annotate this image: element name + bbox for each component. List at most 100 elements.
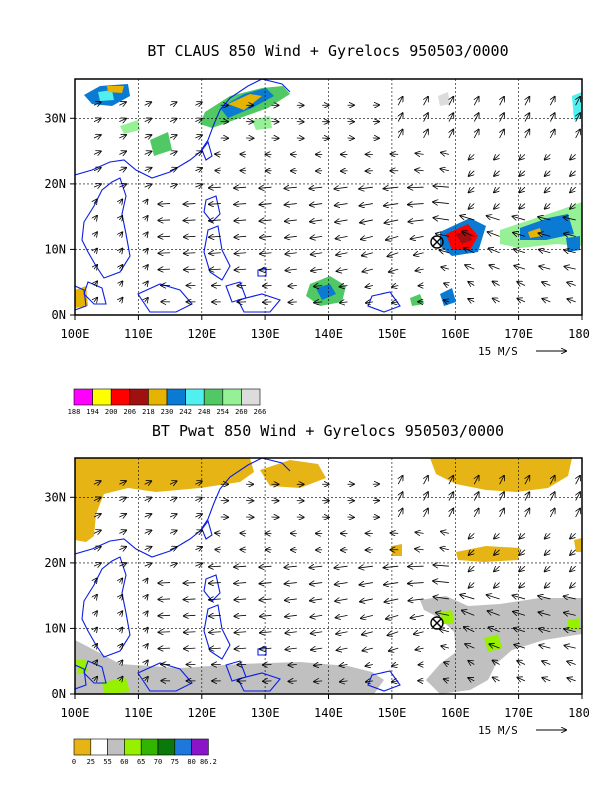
wind-arrow <box>564 629 576 632</box>
wind-arrow <box>314 681 323 682</box>
wind-arrow <box>93 118 101 121</box>
wind-arrow <box>493 660 500 664</box>
wind-arrow <box>360 220 373 223</box>
wind-arrow <box>414 632 424 634</box>
panel-2-shading <box>75 458 582 694</box>
wind-arrow <box>260 236 272 237</box>
wind-arrow <box>119 151 126 154</box>
wind-arrow <box>119 514 126 517</box>
colorbar-swatch <box>73 738 92 756</box>
panel-2-grid <box>75 458 582 694</box>
wind-arrow <box>493 281 500 285</box>
wind-arrow <box>384 204 399 206</box>
wind-arrow <box>259 187 272 188</box>
wind-arrow <box>474 509 478 518</box>
wind-arrow <box>285 599 297 600</box>
wind-arrow <box>408 583 424 584</box>
wind-arrow <box>462 610 475 616</box>
panel-2-ytick: 20N <box>44 556 66 570</box>
wind-arrow <box>234 583 247 584</box>
wind-arrow <box>93 151 101 154</box>
panel-2-wind-vectors <box>94 476 580 682</box>
wind-arrow <box>411 615 424 618</box>
wind-arrow <box>487 595 500 600</box>
wind-arrow <box>159 253 171 254</box>
wind-arrow <box>519 550 526 555</box>
wind-arrow <box>169 547 177 550</box>
wind-arrow <box>311 253 323 255</box>
wind-arrow <box>514 249 526 253</box>
wind-arrow <box>119 611 122 615</box>
wind-arrow <box>567 661 576 664</box>
wind-arrow <box>398 97 402 106</box>
wind-arrow <box>144 135 152 138</box>
wind-arrow <box>144 498 152 501</box>
colorbar-label: 0 <box>72 758 76 766</box>
wind-arrow <box>314 302 323 303</box>
wind-arrow <box>119 644 122 648</box>
wind-arrow <box>144 184 152 187</box>
wind-arrow <box>576 113 580 122</box>
wind-arrow <box>209 253 221 254</box>
wind-arrow <box>389 269 399 272</box>
wind-arrow <box>408 599 424 601</box>
wind-arrow <box>362 253 373 256</box>
wind-arrow <box>519 533 526 538</box>
wind-arrow <box>288 286 297 287</box>
wind-arrow <box>570 154 576 159</box>
wind-arrow <box>184 204 196 205</box>
panel-2-x-tick-labels: 100E 110E 120E 130E 140E 150E 160E 170E … <box>61 706 590 720</box>
wind-arrow <box>539 233 551 236</box>
wind-arrow <box>234 236 247 237</box>
wind-arrow <box>209 566 221 567</box>
wind-arrow <box>285 583 297 584</box>
wind-arrow <box>335 599 348 601</box>
wind-arrow <box>441 531 450 533</box>
wind-arrow <box>576 492 580 501</box>
wind-arrow <box>398 130 402 139</box>
panel-2-ytick: 30N <box>44 490 66 504</box>
wind-arrow <box>234 566 247 567</box>
wind-arrow <box>545 550 551 555</box>
wind-arrow <box>385 220 399 223</box>
wind-arrow <box>310 583 323 585</box>
wind-arrow <box>576 476 580 485</box>
wind-arrow <box>93 514 101 517</box>
colorbar-swatch <box>166 388 186 406</box>
wind-arrow <box>487 216 500 221</box>
wind-arrow <box>284 566 297 567</box>
wind-arrow <box>567 678 576 681</box>
wind-arrow <box>570 566 576 571</box>
wind-arrow <box>441 267 450 269</box>
wind-arrow <box>311 632 323 634</box>
wind-arrow <box>93 481 101 484</box>
wind-arrow <box>209 187 221 188</box>
panel-2-ytick: 0N <box>52 687 66 701</box>
wind-arrow <box>310 599 323 601</box>
wind-arrow <box>169 119 176 122</box>
wind-arrow <box>158 204 171 205</box>
wind-arrow <box>144 547 152 550</box>
wind-arrow <box>285 204 297 205</box>
wind-arrow <box>359 566 373 568</box>
panel-2-y-tick-labels: 0N 10N 20N 30N <box>44 490 66 701</box>
wind-arrow <box>488 232 500 237</box>
panel-1-y-tick-labels: 0N 10N 20N 30N <box>44 111 66 322</box>
wind-arrow <box>538 217 551 220</box>
panel-1-colorbar: 188 194 200 206 218 230 242 248 254 260 266 <box>68 388 266 416</box>
wind-arrow <box>424 476 428 485</box>
wind-arrow <box>145 282 148 286</box>
panel-2-xtick: 170E <box>504 706 533 720</box>
wind-arrow <box>567 299 576 302</box>
wind-arrow <box>525 492 529 501</box>
wind-arrow <box>360 583 373 585</box>
wind-arrow <box>184 253 196 254</box>
wind-arrow <box>195 481 201 484</box>
wind-arrow <box>145 661 148 665</box>
colorbar-swatch <box>124 738 142 756</box>
wind-arrow <box>468 678 475 681</box>
wind-arrow <box>311 269 323 271</box>
wind-arrow <box>468 661 475 665</box>
panel-1-wind-vectors <box>94 97 580 303</box>
colorbar-swatch <box>92 388 112 406</box>
